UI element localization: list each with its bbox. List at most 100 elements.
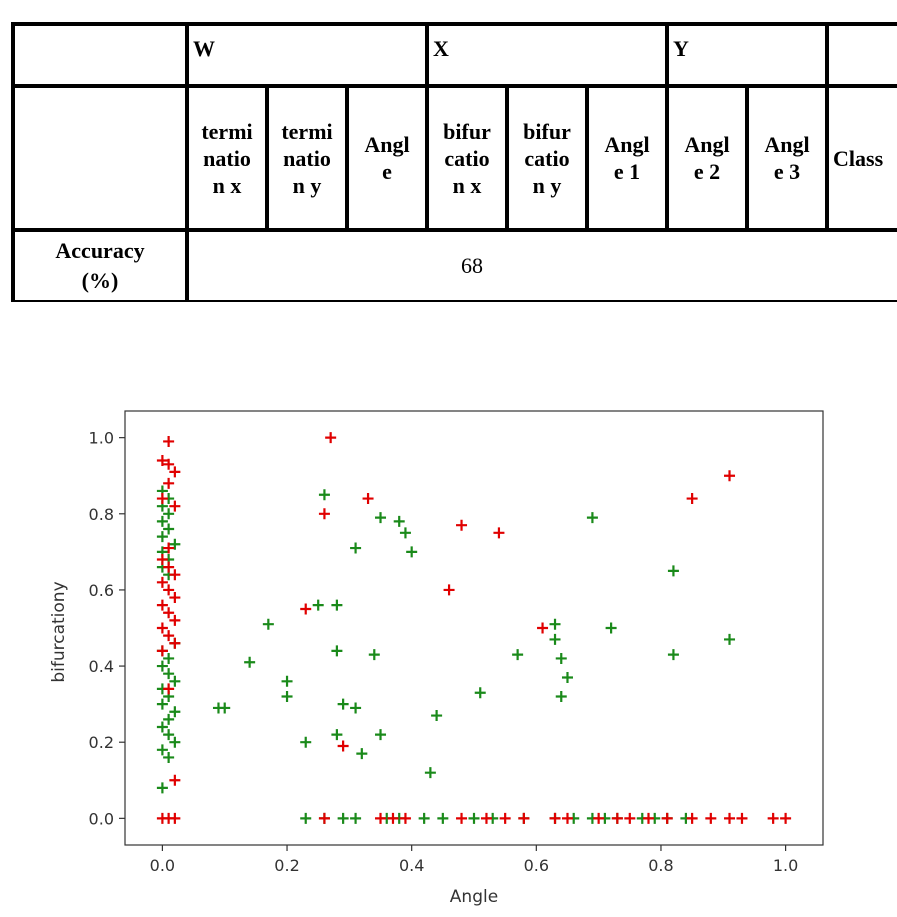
red-plus-point [156, 599, 168, 611]
green-plus-point [156, 721, 168, 733]
green-plus-point [300, 736, 312, 748]
group-header-empty [11, 22, 189, 88]
red-plus-point [169, 774, 181, 786]
green-plus-point [555, 691, 567, 703]
red-plus-point [169, 592, 181, 604]
red-plus-point [318, 812, 330, 824]
green-plus-point [356, 748, 368, 760]
red-plus-point [456, 519, 468, 531]
red-plus-point [163, 584, 175, 596]
x-axis-label: Angle [450, 887, 498, 907]
red-plus-point [169, 614, 181, 626]
y-tick-label: 1.0 [89, 429, 114, 448]
red-plus-point [156, 622, 168, 634]
green-plus-point [244, 656, 256, 668]
green-plus-point [418, 812, 430, 824]
green-plus-point [163, 729, 175, 741]
green-plus-point [331, 645, 343, 657]
red-plus-point [593, 812, 605, 824]
green-plus-point [350, 542, 362, 554]
feature-header-angle-3: Angl e 3 [745, 84, 830, 232]
red-plus-point [375, 812, 387, 824]
x-tick-label: 0.6 [524, 856, 549, 875]
green-plus-point [350, 812, 362, 824]
red-plus-point [705, 812, 717, 824]
green-plus-point [169, 538, 181, 550]
feature-header-empty [11, 84, 189, 232]
green-plus-point [667, 565, 679, 577]
red-plus-point [611, 812, 623, 824]
green-plus-point [312, 599, 324, 611]
red-plus-point [337, 740, 349, 752]
feature-header-bifurcation-y: bifur catio n y [505, 84, 589, 232]
scatter-chart-svg: 0.0 0.2 0.4 0.6 0.8 1.0 0.0 0.2 0.4 0.6 0.8 1.0 An… [49, 410, 824, 907]
green-plus-point [163, 508, 175, 520]
red-plus-point [518, 812, 530, 824]
green-plus-point [350, 702, 362, 714]
y-tick-label: 0.6 [89, 581, 114, 600]
green-plus-point [318, 489, 330, 501]
green-plus-point [337, 698, 349, 710]
scatter-chart: 0.0 0.2 0.4 0.6 0.8 1.0 0.0 0.2 0.4 0.6 0.8 1.0 An… [0, 400, 897, 912]
green-plus-point [331, 729, 343, 741]
feature-header-class: Class [825, 84, 897, 232]
red-plus-point [443, 584, 455, 596]
red-plus-point [686, 812, 698, 824]
red-plus-point [537, 622, 549, 634]
green-plus-point [163, 751, 175, 763]
y-tick-label: 0.4 [89, 657, 114, 676]
green-plus-point [169, 675, 181, 687]
red-plus-point [325, 432, 337, 444]
red-plus-point [156, 576, 168, 588]
red-plus-point [643, 812, 654, 824]
red-plus-point [561, 812, 573, 824]
green-plus-point [156, 782, 168, 794]
green-plus-point [281, 691, 293, 703]
accuracy-row: Accuracy (%) 68 [11, 228, 897, 302]
red-plus-point [767, 812, 779, 824]
x-axis-ticks: 0.0 0.2 0.4 0.6 0.8 1.0 [150, 845, 798, 875]
green-plus-point [169, 706, 181, 718]
red-plus-point [163, 542, 175, 554]
feature-header-termination-y: termi natio n y [265, 84, 349, 232]
green-plus-point [163, 713, 175, 725]
red-plus-point [456, 812, 468, 824]
green-plus-point [549, 633, 561, 645]
feature-header-bifurcation-x: bifur catio n x [425, 84, 509, 232]
x-tick-label: 1.0 [773, 856, 798, 875]
y-axis-ticks: 0.0 0.2 0.4 0.6 0.8 1.0 [89, 429, 125, 828]
red-plus-point [163, 683, 175, 695]
feature-header-angle: Angl e [345, 84, 429, 232]
red-plus-point [169, 637, 181, 649]
red-plus-point [493, 527, 505, 539]
green-plus-point [337, 812, 349, 824]
red-plus-point [724, 812, 736, 824]
feature-header-termination-x: termi natio n x [185, 84, 269, 232]
red-plus-point [318, 508, 330, 520]
green-plus-point [219, 702, 231, 714]
plot-frame [124, 410, 824, 846]
green-plus-point [163, 652, 175, 664]
red-plus-point [163, 458, 175, 470]
group-header-x: X [424, 22, 670, 88]
red-plus-point [300, 603, 312, 615]
group-header-y: Y [665, 22, 830, 88]
red-plus-point [686, 493, 698, 505]
accuracy-label: Accuracy (%) [11, 228, 189, 302]
green-plus-point [281, 675, 293, 687]
green-plus-point [375, 512, 387, 524]
green-plus-point [555, 652, 567, 664]
red-plus-point [169, 812, 181, 824]
red-plus-point [156, 645, 168, 657]
red-plus-point [624, 812, 636, 824]
x-tick-label: 0.2 [274, 856, 299, 875]
red-plus-point [387, 812, 399, 824]
green-plus-point [605, 622, 617, 634]
red-plus-point [163, 477, 175, 489]
red-plus-point [169, 500, 181, 512]
y-tick-label: 0.2 [89, 733, 114, 752]
red-plus-point [163, 630, 175, 642]
red-plus-point [661, 812, 673, 824]
green-plus-point [512, 649, 524, 661]
results-table-wrapper: W X Y termi natio n x termi natio n y An… [11, 22, 897, 302]
